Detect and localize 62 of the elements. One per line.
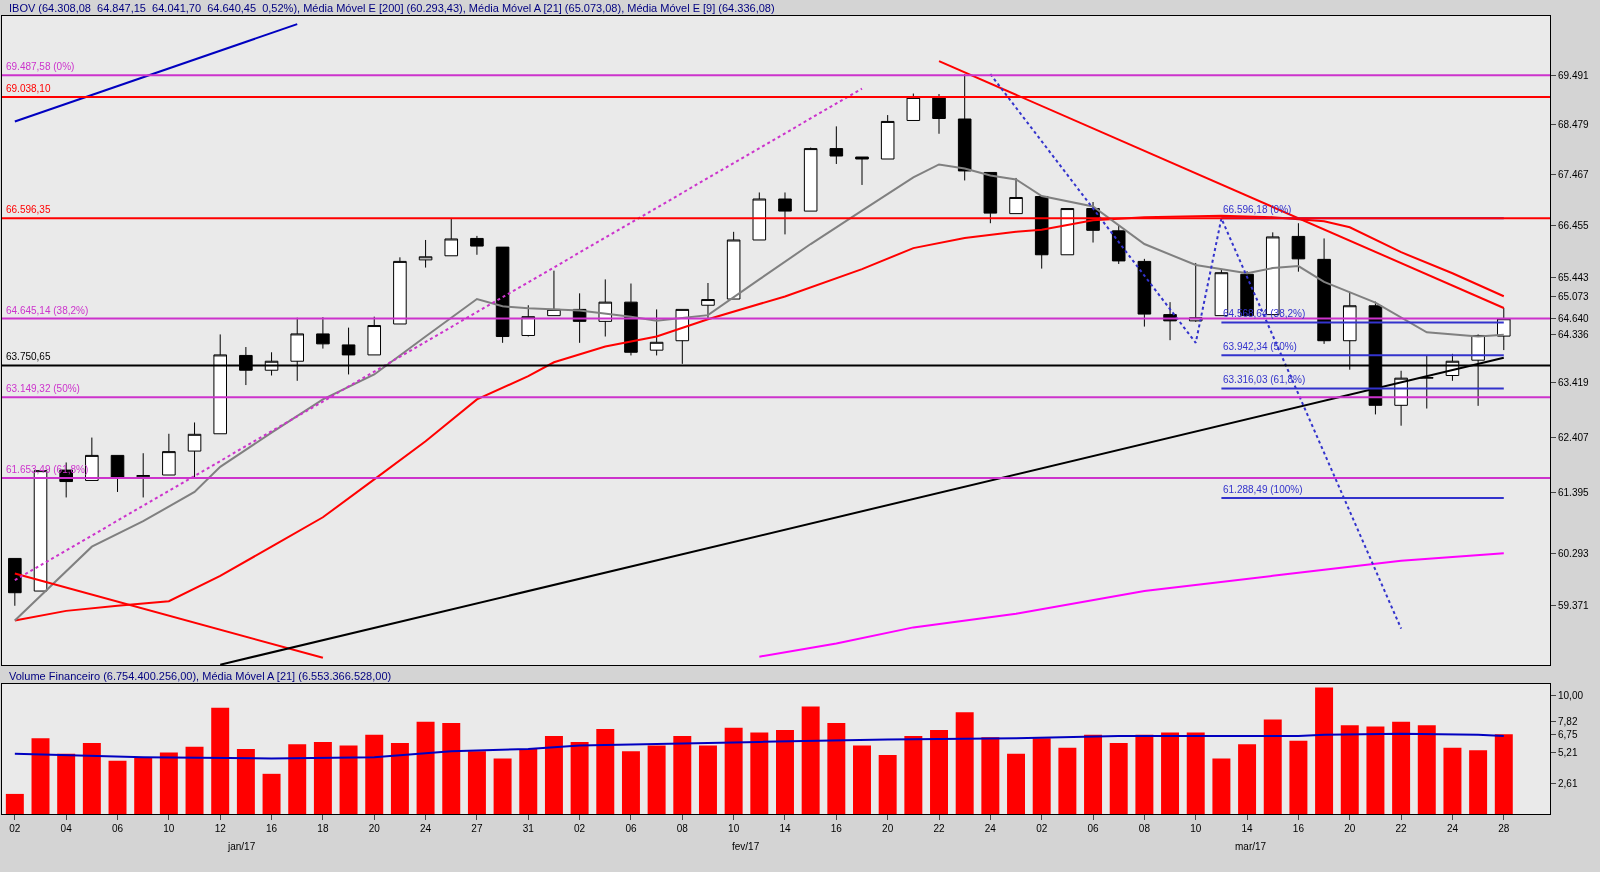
x-tick-label: 16 xyxy=(265,823,278,834)
chart-title: Volume Financeiro (6.754.400.256,00), Média Móvel A [21] (6.553.366.528,00) xyxy=(9,670,392,682)
y-tick-label: 63.419 xyxy=(1558,377,1590,389)
x-tick-label: 04 xyxy=(60,823,73,834)
series-label: 61.288,49 (100%) xyxy=(1223,484,1303,495)
y-tick-label: 68.479 xyxy=(1558,118,1590,130)
x-tick-label: 22 xyxy=(933,823,946,834)
y-tick-label: 67.467 xyxy=(1558,169,1590,181)
x-tick-label: 10 xyxy=(728,823,740,834)
x-tick-label: 08 xyxy=(1138,823,1151,834)
series-label: 63.316,03 (61,8%) xyxy=(1223,374,1306,385)
text: jan/17 xyxy=(227,841,256,852)
text: fev/17 xyxy=(732,841,760,852)
y-tick-label: 64.640 xyxy=(1558,313,1590,325)
x-tick-label: 28 xyxy=(1498,823,1510,834)
y-tick-label: 64.336 xyxy=(1558,329,1590,341)
x-tick-label: 10 xyxy=(163,823,175,834)
x-tick-label: 16 xyxy=(1292,823,1305,834)
x-tick-label: 06 xyxy=(625,823,637,834)
x-tick-label: 14 xyxy=(1241,823,1254,834)
x-tick-label: 12 xyxy=(214,823,227,834)
y-tick-label: 7,82 xyxy=(1558,716,1578,728)
x-tick-label: 06 xyxy=(1087,823,1100,834)
x-tick-label: 16 xyxy=(830,823,843,834)
y-tick-label: 60.293 xyxy=(1558,547,1590,559)
ref-line-label: 69.038,10 xyxy=(6,83,51,94)
y-tick-label: 61.395 xyxy=(1558,486,1590,498)
x-tick-label: 06 xyxy=(111,823,124,834)
x-tick-label: 24 xyxy=(420,823,432,834)
x-tick-label: 18 xyxy=(317,823,329,834)
y-tick-label: 10,00 xyxy=(1558,690,1584,702)
y-tick-label: 65.443 xyxy=(1558,271,1590,283)
y-tick-label: 59.371 xyxy=(1558,599,1590,611)
chart-title: IBOV (64.308,08 64.847,15 64.041,70 64.640,45 0,52%), Média Móvel E [200] (60.293,43), Média Móvel A [21] (65.073,08), Média Móvel E [9] (64.336,08) xyxy=(9,2,775,14)
y-tick-label: 62.407 xyxy=(1558,431,1590,443)
ref-line-label: 63.149,32 (50%) xyxy=(6,383,80,394)
x-tick-label: 24 xyxy=(1446,823,1459,834)
y-tick-label: 6,75 xyxy=(1558,728,1578,740)
ref-line-label: 63.750,65 xyxy=(6,351,51,362)
x-tick-label: 14 xyxy=(779,823,791,834)
ref-line-label: 66.596,35 xyxy=(6,204,51,215)
x-tick-label: 27 xyxy=(471,823,483,834)
x-tick-label: 02 xyxy=(574,823,586,834)
y-tick-label: 5,21 xyxy=(1558,746,1578,758)
x-tick-label: 31 xyxy=(522,823,535,834)
x-tick-label: 20 xyxy=(368,823,381,834)
y-tick-label: 2,61 xyxy=(1558,777,1578,789)
x-tick-label: 22 xyxy=(1395,823,1408,834)
x-tick-label: 20 xyxy=(1344,823,1356,834)
x-tick-label: 24 xyxy=(984,823,997,834)
y-tick-label: 69.491 xyxy=(1558,69,1590,81)
y-tick-label: 66.455 xyxy=(1558,220,1590,231)
x-tick-label: 02 xyxy=(1036,823,1048,834)
series-label: 63.942,34 (50%) xyxy=(1223,341,1297,352)
x-tick-label: 02 xyxy=(9,823,21,834)
x-tick-label: 20 xyxy=(882,823,894,834)
text: mar/17 xyxy=(1235,841,1267,852)
x-tick-label: 10 xyxy=(1190,823,1202,834)
y-tick-label: 65.073 xyxy=(1558,290,1590,302)
ref-line-label: 64.645,14 (38,2%) xyxy=(6,305,89,316)
x-tick-label: 08 xyxy=(676,823,689,834)
ref-line-label: 69.487,58 (0%) xyxy=(6,61,75,72)
